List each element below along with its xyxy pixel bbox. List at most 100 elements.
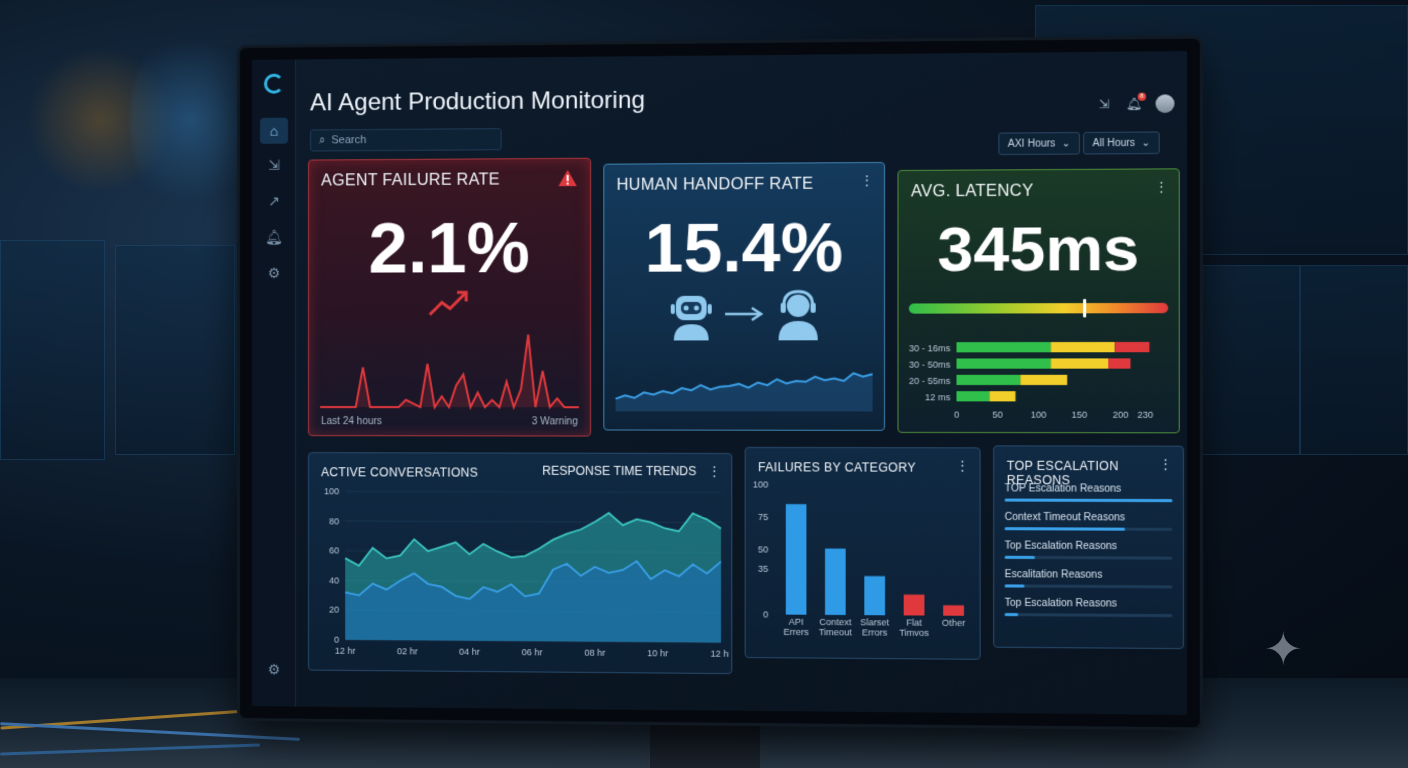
human-agent-headset-icon bbox=[772, 287, 824, 341]
active-conversations-card[interactable]: ACTIVE CONVERSATIONS RESPONSE TIME TREND… bbox=[308, 452, 733, 675]
latency-row-label: 30 - 50ms bbox=[909, 360, 951, 370]
failure-rate-value: 2.1% bbox=[368, 208, 530, 288]
sidebar: ⌂ ⇲ ↗ 🔔︎ ⚙ ⚙ bbox=[251, 59, 297, 707]
latency-x-tick: 50 bbox=[992, 410, 1002, 420]
sidebar-item-home[interactable]: ⌂ bbox=[259, 117, 289, 144]
bell-icon: 🔔︎ bbox=[265, 228, 283, 245]
escalation-reason-label: Top Escalation Reasons bbox=[1004, 540, 1117, 553]
escalation-reason-fill bbox=[1004, 613, 1018, 617]
escalation-reason-fill bbox=[1004, 555, 1035, 559]
more-options-icon[interactable]: ⋮ bbox=[1154, 178, 1169, 195]
y-tick-label: 0 bbox=[763, 609, 768, 619]
grid-line bbox=[345, 491, 721, 492]
more-options-icon[interactable]: ⋮ bbox=[955, 457, 970, 473]
escalation-reason-item[interactable]: Context Timeout Reasons bbox=[1004, 512, 1173, 531]
header-actions: ⇲ 🔔︎ 8 bbox=[1097, 92, 1175, 113]
escalation-reason-label: Escalitation Reasons bbox=[1004, 569, 1103, 581]
y-tick-label: 75 bbox=[758, 512, 768, 522]
latency-row-label: 30 - 16ms bbox=[909, 343, 951, 353]
escalation-reason-item[interactable]: Top Escalation Reasons bbox=[1004, 540, 1173, 560]
y-tick-label: 50 bbox=[758, 544, 768, 554]
export-icon: ⇲ bbox=[268, 156, 280, 173]
category-label: Context bbox=[819, 617, 852, 627]
latency-x-tick: 230 bbox=[1137, 410, 1153, 420]
background-monitor bbox=[0, 240, 105, 460]
export-icon[interactable]: ⇲ bbox=[1098, 96, 1110, 112]
gear-icon: ⚙ bbox=[267, 264, 281, 281]
latency-x-tick: 200 bbox=[1113, 410, 1129, 420]
escalation-reason-item[interactable]: TOP Escalation Reasons bbox=[1004, 483, 1173, 503]
more-options-icon[interactable]: ⋮ bbox=[1158, 455, 1173, 472]
bar bbox=[825, 548, 846, 616]
y-tick-label: 80 bbox=[329, 516, 339, 526]
range-filter-label: All Hours bbox=[1092, 137, 1136, 149]
latency-x-tick: 150 bbox=[1072, 410, 1088, 420]
latency-bar-segment bbox=[956, 358, 1051, 369]
escalation-reason-fill bbox=[1004, 498, 1173, 503]
latency-bar-segment bbox=[956, 342, 1051, 353]
escalation-reasons-card[interactable]: TOP ESCALATION REASONS ⋮ TOP Escalation … bbox=[993, 445, 1184, 650]
sidebar-item-alerts[interactable]: 🔔︎ bbox=[260, 224, 288, 250]
latency-bar-segment bbox=[956, 391, 990, 402]
notifications-bell-icon[interactable]: 🔔︎ 8 bbox=[1125, 92, 1147, 111]
bar bbox=[903, 594, 925, 616]
sparkline-area bbox=[320, 334, 579, 408]
escalation-reason-item[interactable]: Top Escalation Reasons bbox=[1004, 598, 1173, 618]
search-icon: ⌕ bbox=[319, 133, 326, 146]
background-light bbox=[130, 20, 250, 220]
y-tick-label: 100 bbox=[753, 479, 768, 489]
escalation-reason-item[interactable]: Escalitation Reasons bbox=[1004, 569, 1173, 589]
category-label: Timvos bbox=[899, 628, 929, 638]
latency-gauge-marker bbox=[1082, 298, 1086, 318]
category-label: Slarset bbox=[860, 617, 890, 627]
y-tick-label: 0 bbox=[334, 635, 339, 645]
sparkline-area bbox=[615, 373, 873, 412]
category-label: Errers bbox=[783, 627, 809, 637]
escalation-reason-label: TOP Escalation Reasons bbox=[1004, 483, 1122, 495]
escalation-reason-track bbox=[1004, 584, 1173, 589]
sidebar-item-settings[interactable]: ⚙ bbox=[260, 260, 288, 286]
x-tick-label: 04 hr bbox=[459, 647, 480, 657]
arrow-right-icon bbox=[723, 306, 766, 322]
avatar[interactable] bbox=[1155, 94, 1175, 113]
chevron-down-icon: ⌄ bbox=[1141, 137, 1151, 149]
escalation-reason-track bbox=[1004, 498, 1173, 503]
escalation-reason-fill bbox=[1004, 527, 1126, 531]
range-filter-select[interactable]: All Hours ⌄ bbox=[1083, 131, 1160, 155]
failures-by-category-card[interactable]: FAILURES BY CATEGORY ⋮ 100 75 50 35 0 API Erre… bbox=[744, 446, 981, 660]
failure-period-label: Last 24 hours bbox=[321, 416, 382, 428]
latency-row-label: 20 - 55ms bbox=[909, 376, 951, 386]
sidebar-item-trends[interactable]: ↗ bbox=[260, 188, 288, 214]
time-filter-select[interactable]: AXI Hours ⌄ bbox=[998, 132, 1080, 156]
sidebar-item-export[interactable]: ⇲ bbox=[260, 152, 288, 178]
series-area bbox=[345, 559, 721, 643]
page-title: AI Agent Production Monitoring bbox=[310, 86, 646, 117]
gear-icon: ⚙ bbox=[267, 660, 281, 677]
agent-failure-card[interactable]: AGENT FAILURE RATE 2.1% Last 24 hours 3 … bbox=[308, 157, 592, 437]
dashboard-screen: ⌂ ⇲ ↗ 🔔︎ ⚙ ⚙ AI Agent Production Monitor… bbox=[251, 51, 1188, 715]
sparkle-icon: ✦ bbox=[1264, 623, 1303, 675]
latency-card[interactable]: AVG. LATENCY ⋮ 345ms 30 - 16ms 30 - 50ms 2… bbox=[897, 168, 1180, 434]
card-subtitle: RESPONSE TIME TRENDS bbox=[542, 463, 697, 479]
y-tick-label: 20 bbox=[329, 605, 339, 615]
search-input[interactable]: ⌕ Search bbox=[310, 128, 502, 152]
home-icon: ⌂ bbox=[269, 122, 279, 139]
more-options-icon[interactable]: ⋮ bbox=[860, 172, 874, 188]
latency-x-tick: 0 bbox=[954, 410, 959, 420]
latency-row-label: 12 ms bbox=[925, 392, 951, 402]
handoff-rate-value: 15.4% bbox=[644, 208, 843, 287]
category-label: Other bbox=[942, 618, 965, 628]
x-tick-label: 02 hr bbox=[397, 646, 418, 656]
app-logo-icon bbox=[263, 73, 284, 94]
category-label: Flat bbox=[906, 617, 922, 627]
escalation-reason-track bbox=[1004, 527, 1173, 531]
latency-x-tick: 100 bbox=[1031, 410, 1047, 420]
sidebar-item-bottom-settings[interactable]: ⚙ bbox=[260, 656, 288, 682]
y-tick-label: 60 bbox=[329, 546, 339, 556]
more-options-icon[interactable]: ⋮ bbox=[707, 463, 721, 479]
grid-line bbox=[345, 521, 721, 523]
latency-bar-segment bbox=[956, 374, 1021, 386]
handoff-rate-card[interactable]: HUMAN HANDOFF RATE ⋮ 15.4% bbox=[603, 161, 886, 431]
latency-bar-segment bbox=[1114, 341, 1150, 353]
